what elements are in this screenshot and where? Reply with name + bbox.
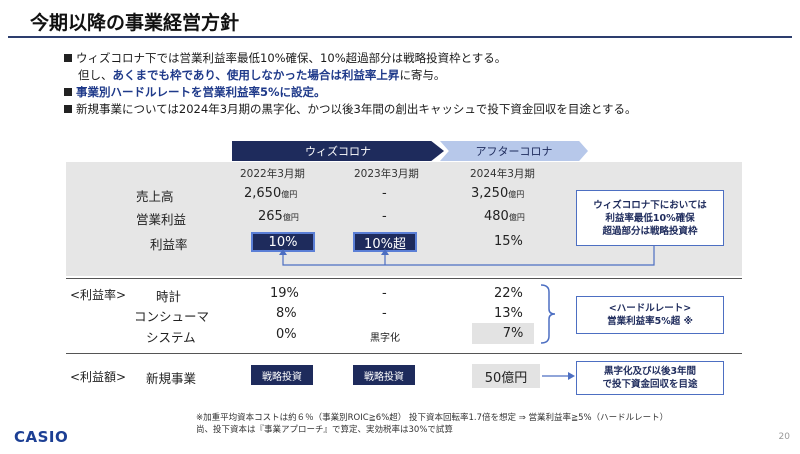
op-profit-2024-value: 480 xyxy=(484,209,509,224)
bullet-square-icon xyxy=(64,88,72,96)
arrow-up-2023-icon xyxy=(381,249,389,255)
op-profit-2024: 480億円 xyxy=(484,209,525,224)
page-title: 今期以降の事業経営方針 xyxy=(30,12,240,34)
header-2023: 2023年3月期 xyxy=(354,168,419,180)
bullet-1: ウィズコロナ下では営業利益率最低10%確保、10%超過部分は戦略投資枠とする。 xyxy=(64,50,636,67)
row-label-sales: 売上高 xyxy=(136,189,174,204)
footnote: ※加重平均資本コストは約６％（事業別ROIC≧6%超） 投下資本回転率1.7倍を… xyxy=(196,412,668,436)
watches-2024: 22% xyxy=(494,286,523,301)
system-2022: 0% xyxy=(276,327,297,342)
margin-2023-box: 10%超 xyxy=(353,232,417,252)
separator-top xyxy=(66,278,742,279)
bullet-square-icon xyxy=(64,105,72,113)
with-corona-note-line3: 超過部分は戦略投資枠 xyxy=(602,225,698,237)
phase-after-corona: アフターコロナ xyxy=(440,141,588,161)
footnote-line1: ※加重平均資本コストは約６％（事業別ROIC≧6%超） 投下資本回転率1.7倍を… xyxy=(196,413,669,423)
bullet-1-text: ウィズコロナ下では営業利益率最低10%確保、10%超過部分は戦略投資枠とする。 xyxy=(76,51,507,65)
sales-2024: 3,250億円 xyxy=(471,186,524,201)
watches-2022: 19% xyxy=(270,286,299,301)
bullet-1-continuation: 但し、あくまでも枠であり、使用しなかった場合は利益率上昇に寄与。 xyxy=(64,67,636,84)
watches-2023: - xyxy=(382,286,387,301)
title-rule xyxy=(8,36,792,38)
bullet-1-cont-post: に寄与。 xyxy=(399,68,446,82)
bullet-1-cont-bold: あくまでも枠であり、使用しなかった場合は利益率上昇 xyxy=(112,68,400,82)
watches-to-system-brace xyxy=(540,284,556,344)
hurdle-rate-note: <ハードルレート> 営業利益率5%超 ※ xyxy=(576,296,724,334)
footnote-line2: 尚、投下資本は『事業アプローチ』で算定、実効税率は30%で試算 xyxy=(196,425,453,435)
system-2024: 7% xyxy=(502,326,524,341)
casio-logo: CASIO xyxy=(14,428,69,446)
hurdle-note-line2: 営業利益率5%超 ※ xyxy=(607,316,693,327)
consumer-2024: 13% xyxy=(494,306,523,321)
op-profit-2023: - xyxy=(382,209,387,224)
row-label-op-profit: 営業利益 xyxy=(136,212,187,227)
bullet-3: 新規事業については2024年3月期の黒字化、かつ以後3年間の創出キャッシュで投下… xyxy=(64,101,636,118)
consumer-2023: - xyxy=(382,306,387,321)
page-number: 20 xyxy=(778,432,790,442)
row-label-consumer: コンシューマ xyxy=(134,309,210,324)
row-label-margin: 利益率 xyxy=(150,237,188,252)
policy-bullets: ウィズコロナ下では営業利益率最低10%確保、10%超過部分は戦略投資枠とする。 … xyxy=(64,50,636,118)
arrow-right-icon xyxy=(568,372,575,380)
op-profit-2024-unit: 億円 xyxy=(508,213,525,222)
new-biz-note-line2: で投下資金回収を目途 xyxy=(602,379,698,390)
hurdle-note-line1: <ハードルレート> xyxy=(608,303,692,314)
sales-2022-unit: 億円 xyxy=(281,190,298,199)
new-biz-note-line1: 黒字化及び以後3年間 xyxy=(603,366,697,377)
note-to-2022-connector xyxy=(282,246,655,266)
new-business-note: 黒字化及び以後3年間 で投下資金回収を目途 xyxy=(576,361,724,395)
bullet-2: 事業別ハードルレートを営業利益率5%に設定。 xyxy=(64,84,636,101)
op-profit-2022-unit: 億円 xyxy=(282,213,299,222)
sales-2023: - xyxy=(382,186,387,201)
system-2023: 黒字化 xyxy=(370,333,400,344)
row-label-new-business: 新規事業 xyxy=(146,371,197,386)
arrow-up-2022-icon xyxy=(279,249,287,255)
with-corona-note: ウィズコロナ下においては 利益率最低10%確保 超過部分は戦略投資枠 xyxy=(576,190,724,246)
margin-2024: 15% xyxy=(494,234,523,249)
strategic-investment-2022: 戦略投資 xyxy=(251,365,313,385)
row-label-watches: 時計 xyxy=(156,289,182,304)
margin-section-label: <利益率> xyxy=(70,288,127,302)
new-business-2024-box: 50億円 xyxy=(472,364,540,388)
sales-2022: 2,650億円 xyxy=(244,186,297,201)
sales-2024-value: 3,250 xyxy=(471,186,509,201)
system-2024-box: 7% xyxy=(472,323,534,344)
sales-2022-value: 2,650 xyxy=(244,186,282,201)
bullet-1-cont-pre: 但し、 xyxy=(78,68,113,82)
op-profit-2022: 265億円 xyxy=(258,209,299,224)
bullet-3-text: 新規事業については2024年3月期の黒字化、かつ以後3年間の創出キャッシュで投下… xyxy=(76,102,637,116)
amount-section-label: <利益額> xyxy=(70,370,127,384)
consumer-2022: 8% xyxy=(276,306,297,321)
with-corona-note-line1: ウィズコロナ下においては xyxy=(593,199,707,211)
separator-middle xyxy=(66,353,742,354)
bullet-2-text: 事業別ハードルレートを営業利益率5%に設定。 xyxy=(76,85,326,99)
header-2022: 2022年3月期 xyxy=(240,168,305,180)
with-corona-note-line2: 利益率最低10%確保 xyxy=(605,212,695,224)
op-profit-2022-value: 265 xyxy=(258,209,283,224)
bullet-square-icon xyxy=(64,54,72,62)
phase-with-corona: ウィズコロナ xyxy=(232,141,444,161)
header-2024: 2024年3月期 xyxy=(470,168,535,180)
row-label-system: システム xyxy=(146,330,196,345)
strategic-investment-2023: 戦略投資 xyxy=(353,365,415,385)
sales-2024-unit: 億円 xyxy=(508,190,525,199)
